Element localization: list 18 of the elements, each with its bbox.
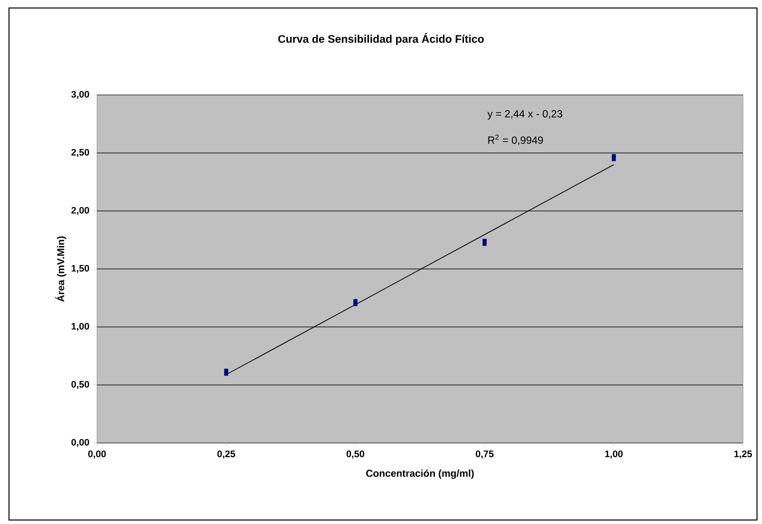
x-tick-label: 1,00 [605, 450, 623, 459]
y-tick-label: 1,50 [72, 264, 90, 274]
y-axis-title: Área (mV.Min) [55, 236, 66, 302]
x-tick-label: 1,25 [734, 450, 752, 459]
x-axis-title: Concentración (mg/ml) [366, 469, 474, 479]
y-tick-label: 3,00 [71, 90, 90, 100]
x-tick-label: 0,25 [217, 450, 236, 459]
y-tick-label: 0,50 [71, 380, 90, 390]
annotation: R$^{2}$ = 0,9949 [488, 134, 543, 146]
y-tick-label: 2,00 [71, 206, 90, 216]
x-tick-label: 0,50 [346, 450, 364, 459]
x-tick-label: 0,00 [88, 450, 106, 459]
x-tick-label: 0,75 [476, 450, 494, 459]
y-tick-label: 0,00 [71, 438, 90, 448]
y-tick-label: 1,00 [72, 322, 90, 332]
annotation: y = 2,44 x - 0,23 [487, 110, 562, 120]
y-tick-label: 2,50 [71, 148, 90, 158]
chart-title: Curva de Sensibilidad para Ácido Fítico [278, 33, 484, 45]
